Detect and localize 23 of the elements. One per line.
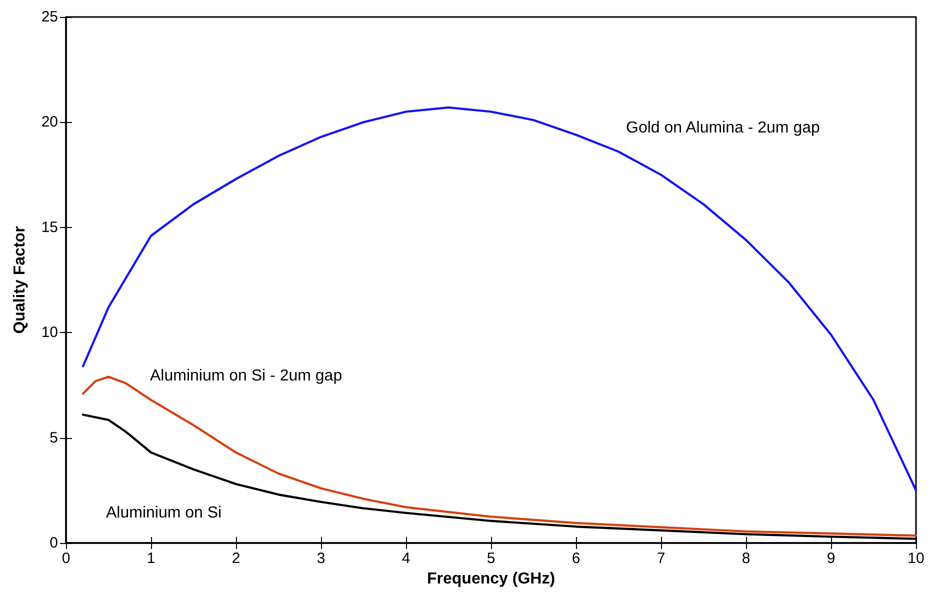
x-tick-label: 9	[826, 550, 836, 567]
x-tick-label: 3	[316, 550, 326, 567]
x-tick-label: 10	[908, 550, 924, 567]
x-axis-title: Frequency (GHz)	[426, 570, 556, 588]
y-tick-label: 20	[41, 114, 58, 131]
x-tick-label: 6	[572, 550, 580, 567]
series-label: Aluminium on Si - 2um gap	[150, 368, 342, 384]
y-axis-title: Quality Factor	[12, 226, 28, 334]
y-tick-label: 0	[50, 534, 58, 552]
x-tick-label: 5	[486, 550, 496, 567]
line-series	[82, 106, 918, 492]
y-tick-label: 5	[50, 429, 58, 446]
series-label: Gold on Alumina - 2um gap	[626, 120, 820, 136]
x-tick-label: 8	[742, 550, 750, 567]
y-tick-label: 25	[41, 8, 58, 26]
x-tick-label: 4	[402, 550, 410, 567]
x-tick-label: 7	[656, 550, 666, 567]
series-label: Aluminium on Si	[106, 504, 222, 522]
y-tick-label: 15	[41, 218, 58, 236]
x-tick-label: 2	[232, 550, 240, 567]
x-tick-label: 1	[146, 550, 156, 567]
x-tick-label: 0	[62, 550, 70, 567]
y-tick-label: 10	[41, 324, 58, 342]
